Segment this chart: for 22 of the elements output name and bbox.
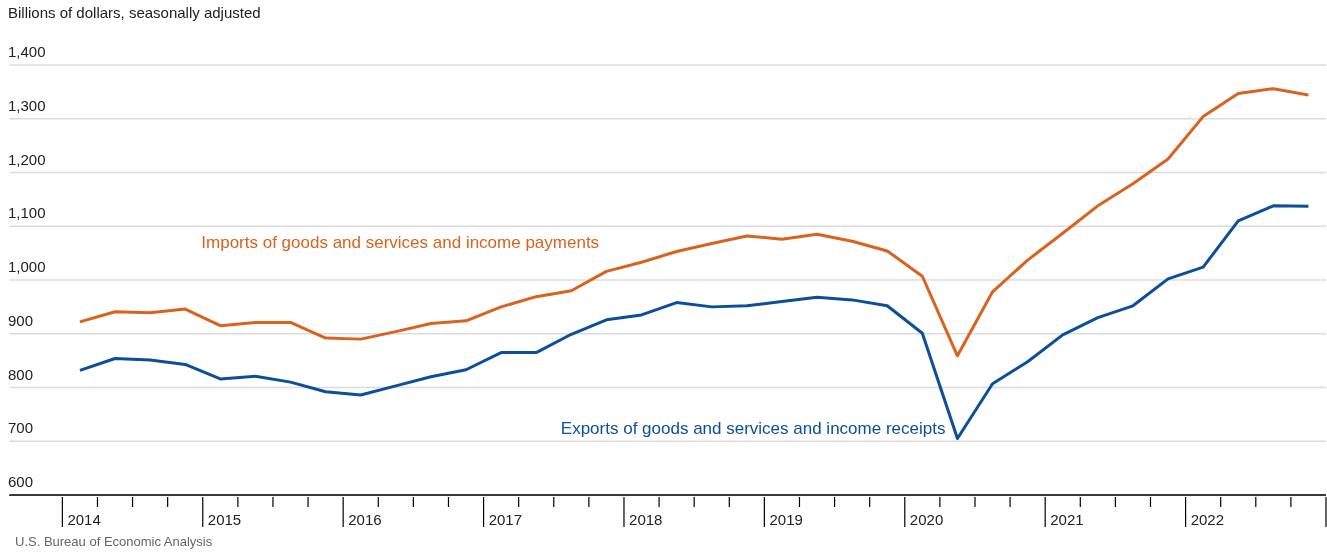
text: U.S. Bureau of Economic Analysis (15, 534, 213, 549)
x-tick-label: 2014 (67, 511, 101, 528)
y-tick-label: 800 (8, 365, 34, 383)
y-axis-title: Billions of dollars, seasonally adjusted (8, 4, 261, 21)
x-tick-label: 2016 (348, 511, 382, 528)
series-label: Exports of goods and services and income receipts (560, 418, 946, 438)
x-tick-label: 2020 (909, 511, 944, 528)
x-tick-label: 2022 (1190, 511, 1225, 528)
y-tick-label: 1,300 (8, 96, 46, 114)
y-tick-label: 1,000 (8, 258, 46, 275)
y-tick-label: 1,400 (8, 43, 46, 60)
y-tick-label: 700 (8, 419, 34, 437)
x-tick-label: 2017 (488, 511, 523, 528)
series-label: Imports of goods and services and income payments (201, 232, 600, 252)
x-tick-label: 2021 (1050, 511, 1084, 528)
y-tick-label: 900 (8, 311, 34, 329)
x-tick-label: 2015 (207, 511, 242, 528)
y-tick-label: 600 (8, 473, 34, 490)
y-tick-label: 1,200 (8, 150, 46, 168)
x-tick-label: 2019 (769, 511, 803, 528)
x-tick-label: 2018 (629, 511, 663, 528)
y-tick-label: 1,100 (8, 204, 46, 222)
